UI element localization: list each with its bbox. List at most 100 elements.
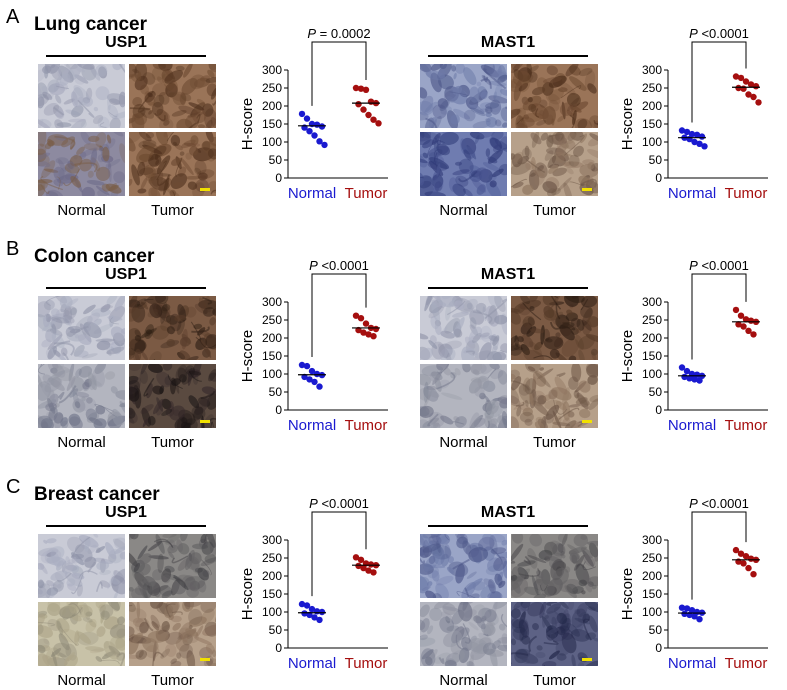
y-tick-label: 300 <box>642 295 662 309</box>
p-value-number: <0.0001 <box>698 258 749 273</box>
tissue-blob <box>573 534 589 547</box>
p-value-number: <0.0001 <box>318 258 369 273</box>
tissue-blob <box>578 380 591 393</box>
tissue-blob <box>142 418 149 428</box>
y-tick-label: 0 <box>275 403 282 417</box>
tissue-blob <box>480 623 492 637</box>
tissue-blob <box>589 542 598 558</box>
tissue-fiber <box>420 557 425 565</box>
tissue-blob <box>519 411 534 423</box>
data-point <box>306 128 313 135</box>
tissue-blob <box>110 635 125 649</box>
ihc-column-label-normal: Normal <box>57 434 106 451</box>
tissue-fiber <box>550 296 562 310</box>
tissue-blob <box>561 132 575 140</box>
tissue-blob <box>429 607 443 621</box>
data-point <box>732 546 740 554</box>
tissue-blob <box>576 318 585 331</box>
tissue-blob <box>142 637 159 653</box>
data-point <box>303 362 311 370</box>
tissue-fiber <box>560 85 582 99</box>
tissue-fiber <box>427 413 439 427</box>
tissue-blob <box>586 540 598 546</box>
significance-bracket <box>691 41 747 123</box>
tissue-blob <box>41 339 52 348</box>
tissue-blob <box>38 160 51 168</box>
tissue-blob <box>50 550 61 568</box>
data-point <box>362 320 370 327</box>
tissue-blob <box>172 181 185 189</box>
tissue-blob <box>568 602 575 611</box>
tissue-fiber <box>87 561 96 573</box>
tissue-blob <box>565 140 576 150</box>
tissue-blob <box>150 602 164 609</box>
tissue-blob <box>524 399 529 407</box>
y-tick-label: 150 <box>262 117 282 131</box>
tissue-fiber <box>452 558 470 570</box>
data-point <box>352 554 360 561</box>
tissue-blob <box>41 86 50 94</box>
tissue-blob <box>584 602 598 613</box>
tissue-blob <box>420 619 426 631</box>
significance-bracket <box>311 511 367 597</box>
tissue-blob <box>38 625 53 638</box>
gene-label-mast1: MAST1 <box>480 266 536 283</box>
tissue-blob <box>463 109 476 122</box>
y-tick-label: 100 <box>262 605 282 619</box>
tissue-blob <box>171 109 187 117</box>
tissue-fiber <box>172 191 176 196</box>
tissue-blob <box>46 138 54 147</box>
tissue-blob <box>115 637 125 651</box>
tissue-blob <box>446 625 460 632</box>
y-tick-label: 300 <box>262 533 282 547</box>
tissue-blob <box>119 402 125 408</box>
tissue-blob <box>180 93 192 102</box>
tissue-blob <box>425 656 433 666</box>
tissue-blob <box>76 146 85 156</box>
tissue-fiber <box>523 555 531 565</box>
tissue-blob <box>540 132 549 141</box>
data-point <box>678 364 686 371</box>
tissue-blob <box>576 328 581 333</box>
tissue-blob <box>156 155 171 174</box>
tissue-blob <box>38 148 47 162</box>
tissue-texture <box>420 534 507 598</box>
tissue-blob <box>108 645 121 656</box>
tissue-blob <box>146 296 167 305</box>
tissue-blob <box>511 108 521 121</box>
tissue-blob <box>93 318 102 326</box>
tissue-blob <box>563 182 573 196</box>
tissue-blob <box>60 347 68 357</box>
tissue-blob <box>562 417 571 425</box>
tissue-blob <box>571 364 582 382</box>
tissue-blob <box>455 64 466 74</box>
tissue-blob <box>208 369 216 382</box>
tissue-blob <box>82 96 94 107</box>
tissue-blob <box>551 118 555 126</box>
tissue-blob <box>460 138 467 155</box>
tissue-blob <box>485 106 493 114</box>
tissue-blob <box>210 87 216 100</box>
x-category-label: Normal <box>668 655 716 672</box>
tissue-fiber <box>78 570 98 579</box>
tissue-blob <box>170 660 182 666</box>
y-tick-label: 300 <box>262 295 282 309</box>
tissue-blob <box>137 545 148 560</box>
tissue-blob <box>571 296 581 299</box>
tissue-blob <box>129 409 138 424</box>
tissue-blob <box>587 162 595 170</box>
tissue-blob <box>48 407 58 421</box>
tissue-fiber <box>108 111 117 118</box>
tissue-blob <box>535 394 547 406</box>
tissue-blob <box>420 574 429 594</box>
tissue-blob <box>45 313 52 323</box>
tissue-blob <box>165 534 183 545</box>
y-tick-label: 100 <box>642 605 662 619</box>
tissue-fiber <box>71 607 83 617</box>
y-axis-label: H-score <box>619 568 636 621</box>
tissue-blob <box>187 367 193 386</box>
tissue-blob <box>451 65 457 72</box>
tissue-blob <box>202 624 216 636</box>
tissue-blob <box>489 180 497 188</box>
scale-bar <box>200 188 210 191</box>
